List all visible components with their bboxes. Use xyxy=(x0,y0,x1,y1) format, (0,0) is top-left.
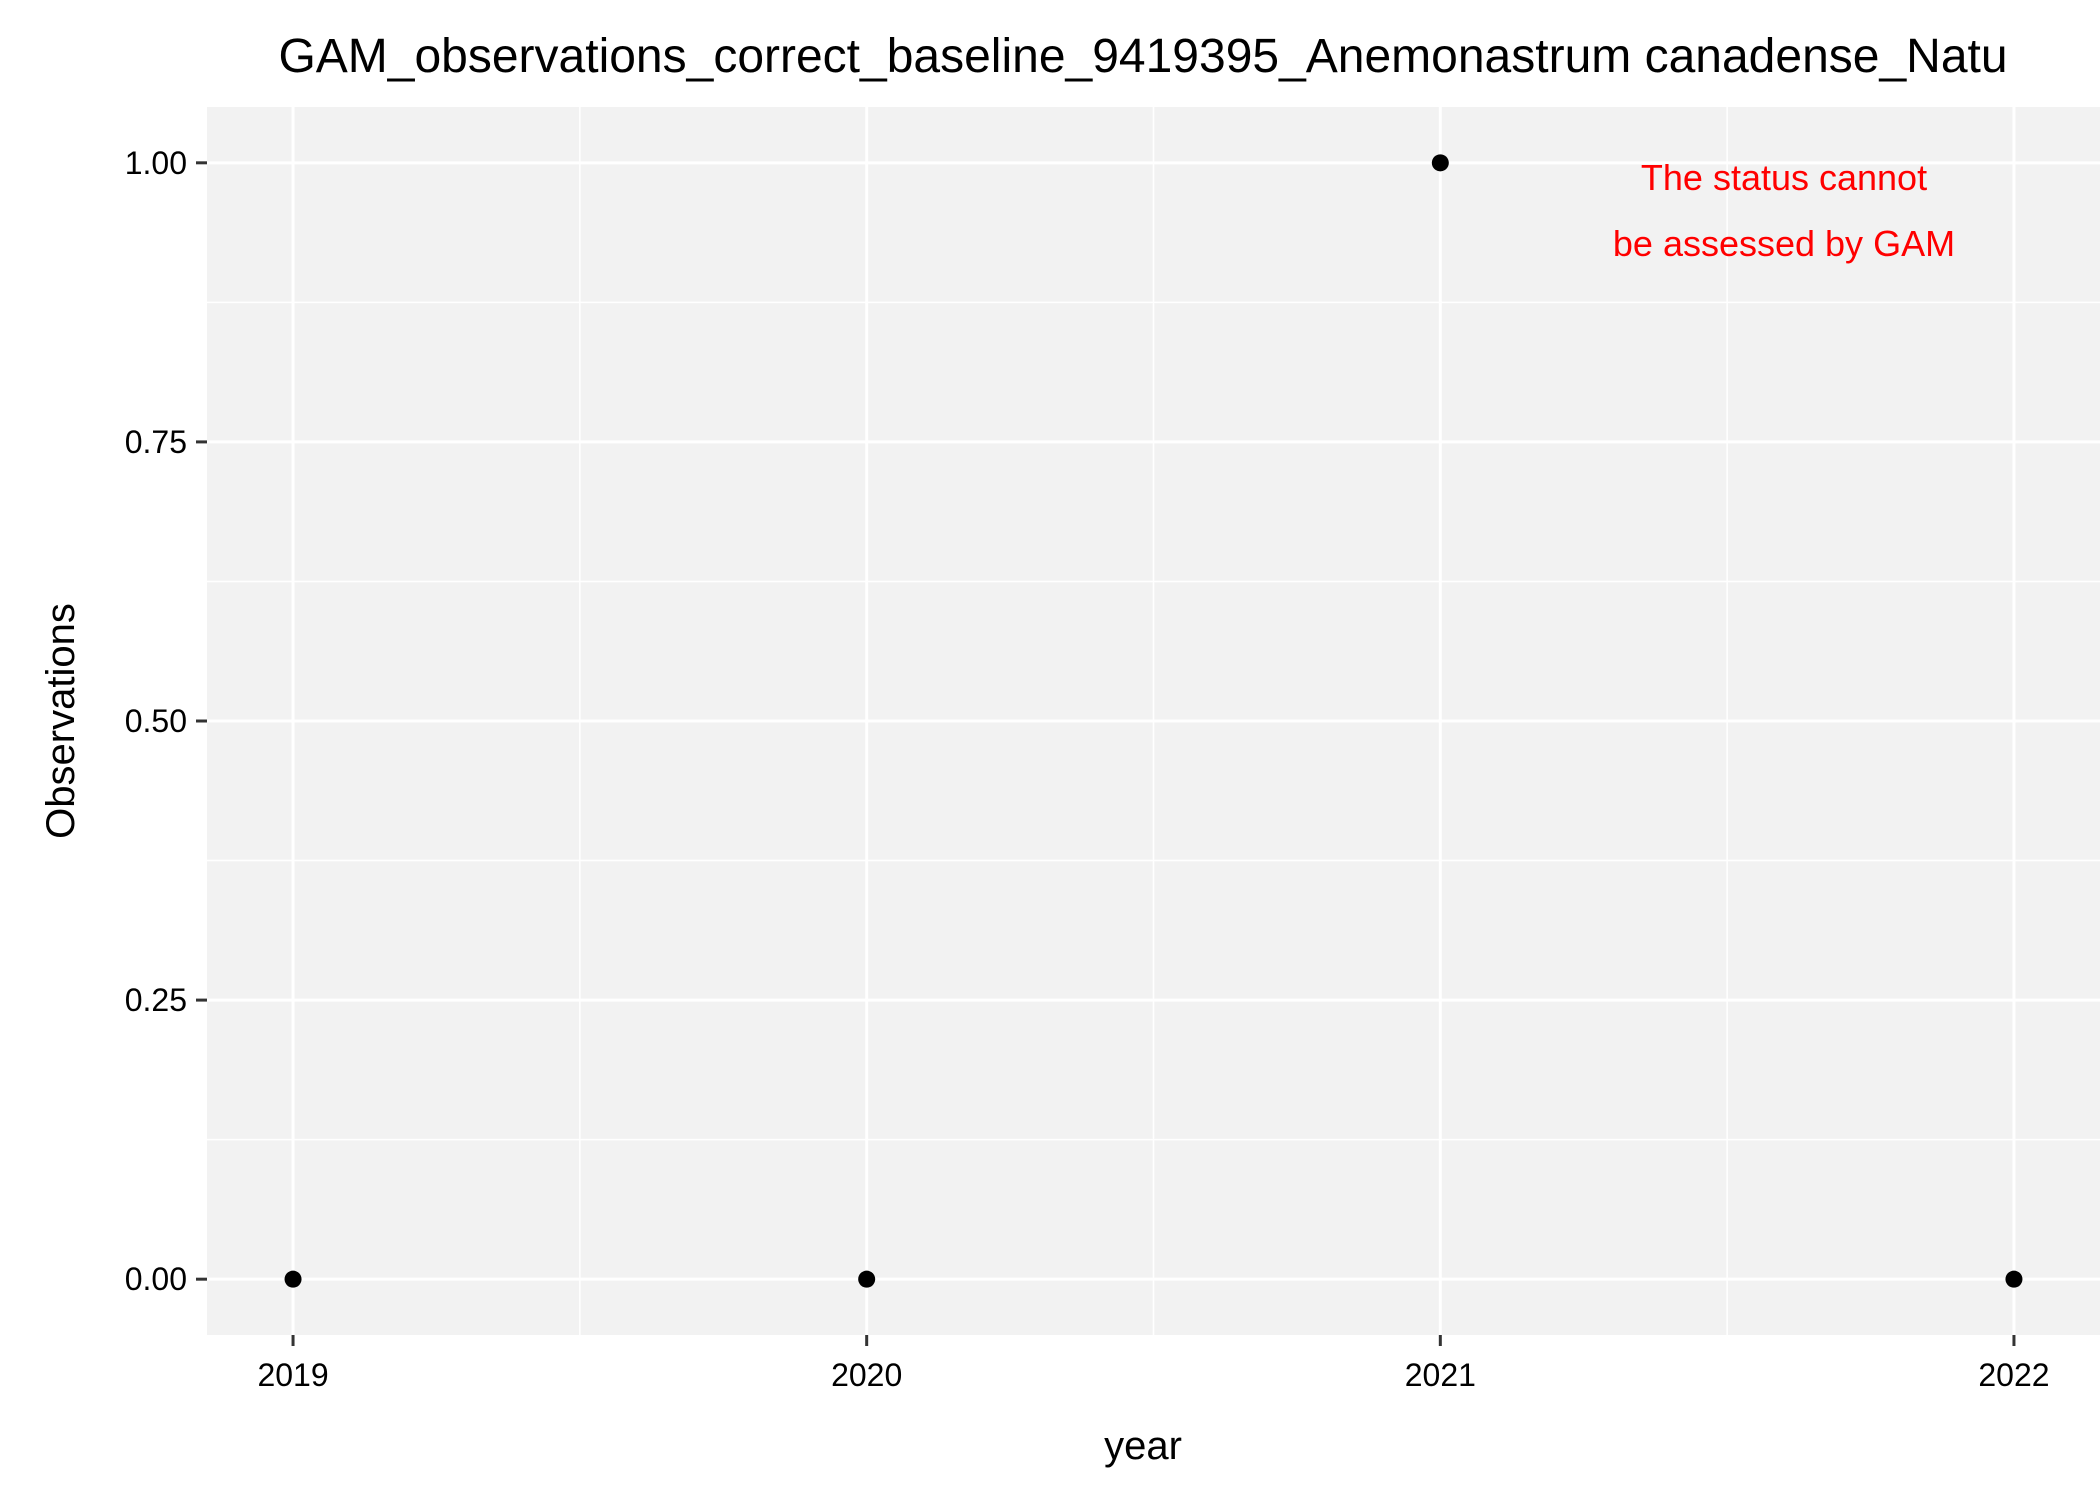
data-point xyxy=(1431,154,1449,172)
data-point xyxy=(2005,1270,2023,1288)
annotation-line-2: be assessed by GAM xyxy=(1613,223,1955,264)
y-tick-label: 0.50 xyxy=(125,703,187,739)
y-tick-label: 0.25 xyxy=(125,982,187,1018)
x-tick-label: 2022 xyxy=(1978,1357,2049,1393)
x-axis: 2019 2020 2021 2022 xyxy=(257,1335,2050,1393)
data-points xyxy=(284,154,2023,1288)
x-axis-label: year xyxy=(1104,1424,1182,1468)
x-tick-label: 2019 xyxy=(257,1357,328,1393)
status-annotation: The status cannot be assessed by GAM xyxy=(1613,157,1955,264)
data-point xyxy=(284,1270,302,1288)
data-point xyxy=(858,1270,876,1288)
x-tick-label: 2020 xyxy=(831,1357,902,1393)
y-axis-label: Observations xyxy=(39,603,83,839)
annotation-line-1: The status cannot xyxy=(1641,157,1927,198)
x-tick-label: 2021 xyxy=(1405,1357,1476,1393)
y-tick-label: 1.00 xyxy=(125,145,187,181)
chart-title: GAM_observations_correct_baseline_941939… xyxy=(278,30,2007,83)
major-gridlines xyxy=(207,107,2100,1335)
y-tick-label: 0.75 xyxy=(125,424,187,460)
y-axis: 0.00 0.25 0.50 0.75 1.00 xyxy=(125,145,207,1297)
y-tick-label: 0.00 xyxy=(125,1261,187,1297)
